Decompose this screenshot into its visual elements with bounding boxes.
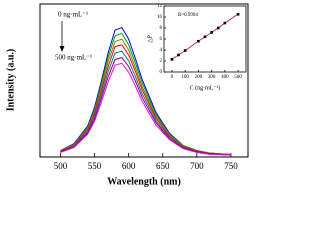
spectrum-line	[60, 32, 231, 155]
data-point	[197, 39, 200, 43]
x-tick-label: 300	[208, 75, 216, 80]
data-point	[183, 49, 187, 52]
data-point	[170, 58, 174, 61]
y-tick-label: 0	[160, 70, 163, 75]
x-tick-label: 550	[88, 161, 102, 171]
annotation: 500 ng·mL⁻¹	[55, 54, 92, 62]
y-tick-label: 10	[157, 15, 163, 20]
x-tick-label: 200	[195, 75, 203, 80]
data-point	[216, 26, 220, 30]
spectrum-line	[60, 44, 231, 155]
x-axis-label: Wavelength (nm)	[107, 176, 181, 187]
y-tick-label: 2	[160, 59, 163, 64]
x-tick-label: 700	[190, 161, 204, 171]
x-tick-label: 600	[122, 161, 136, 171]
y-tick-label: 4	[160, 48, 163, 53]
x-tick-label: 400	[221, 75, 229, 80]
inset-frame	[163, 5, 247, 73]
x-tick-label: 500	[54, 161, 68, 171]
x-tick-label: 0	[171, 75, 174, 80]
x-tick-label: 750	[224, 161, 238, 171]
data-point	[210, 31, 213, 34]
x-tick-label: 500	[234, 75, 242, 80]
annotation: R=0.9994	[178, 13, 198, 18]
spectrum-line	[60, 56, 231, 156]
spectrum-line	[60, 62, 231, 156]
data-point	[177, 53, 180, 57]
inset-y-label: △P	[147, 34, 153, 43]
data-point	[203, 35, 207, 39]
annotation: 0 ng·mL⁻¹	[58, 11, 88, 19]
plot-frame	[39, 3, 249, 158]
x-tick-label: 100	[181, 75, 189, 80]
data-point	[236, 12, 240, 16]
data-point	[223, 21, 227, 25]
chart: Wavelength (nm) Intensity (a.u.) 0 ng·mL…	[5, 3, 249, 187]
y-axis-label: Intensity (a.u.)	[5, 49, 16, 112]
arrow-head	[59, 46, 65, 52]
y-tick-label: 8	[160, 26, 163, 31]
y-tick-label: 6	[160, 37, 163, 42]
y-tick-label: 12	[157, 4, 163, 9]
inset-x-label: C (ng·mL⁻¹)	[190, 84, 221, 91]
x-tick-label: 650	[156, 161, 170, 171]
